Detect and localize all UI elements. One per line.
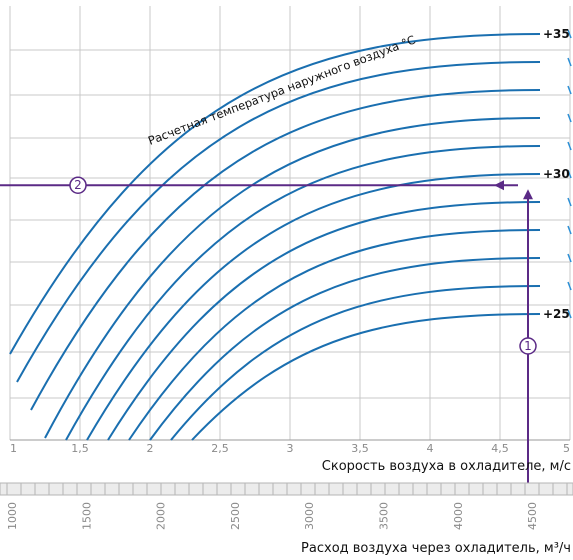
x2-tick-label: 4000 bbox=[452, 502, 465, 530]
x2-tick-label: 1000 bbox=[6, 502, 19, 530]
right-tick-mark bbox=[567, 113, 572, 123]
example: 12 bbox=[0, 176, 537, 490]
x2-tick-label: 3000 bbox=[303, 502, 316, 530]
marker-1-label: 1 bbox=[524, 339, 532, 353]
curve-line bbox=[65, 145, 541, 441]
x-tick-label: 3,5 bbox=[351, 442, 369, 455]
x-ticks: 1 1,5 2 2,5 3 3,5 4 4,5 5 bbox=[10, 442, 570, 455]
curve-label: +35 bbox=[543, 27, 570, 41]
curves bbox=[9, 33, 541, 441]
right-tick-mark bbox=[567, 141, 572, 151]
x2-tick-label: 3500 bbox=[378, 502, 391, 530]
curve-line bbox=[9, 33, 541, 355]
x2-axis-title: Расход воздуха через охладитель, м³/ч bbox=[301, 541, 571, 556]
x-tick-label: 1 bbox=[10, 442, 17, 455]
curve-line bbox=[191, 313, 541, 441]
x-tick-label: 5 bbox=[563, 442, 570, 455]
x-tick-label: 4,5 bbox=[491, 442, 509, 455]
example-arrow-up bbox=[523, 189, 533, 200]
marker-1-circle bbox=[519, 337, 537, 355]
x2-tick-label: 1500 bbox=[80, 502, 93, 530]
x2-ticks: 1000 1500 2000 2500 3000 3500 4000 4500 bbox=[6, 502, 539, 530]
curve-label: +25 bbox=[543, 307, 570, 321]
marker-2-circle bbox=[69, 176, 87, 194]
right-tick-mark bbox=[567, 85, 572, 95]
x2-tick-label: 2000 bbox=[155, 502, 168, 530]
right-tick-mark bbox=[567, 309, 572, 319]
right-tick-mark bbox=[567, 253, 572, 263]
right-tick-mark bbox=[567, 197, 572, 207]
marker-2-label: 2 bbox=[74, 178, 82, 192]
right-tick-mark bbox=[567, 57, 572, 67]
curve-line bbox=[149, 257, 541, 441]
example-arrow-left bbox=[494, 180, 504, 191]
curve-line bbox=[16, 61, 541, 383]
curve-labels: +35 +30 +25 bbox=[543, 27, 570, 321]
right-tick-mark bbox=[567, 169, 572, 179]
curve-line bbox=[86, 173, 541, 441]
x-tick-label: 4 bbox=[427, 442, 434, 455]
right-tick-mark bbox=[567, 225, 572, 235]
x-tick-label: 3 bbox=[287, 442, 294, 455]
ruler bbox=[0, 482, 573, 496]
curve-line bbox=[44, 117, 541, 439]
right-tick-mark bbox=[567, 281, 572, 291]
curve-line bbox=[170, 285, 541, 441]
right-tick-mark bbox=[567, 29, 572, 39]
curve-label: +30 bbox=[543, 167, 570, 181]
x-tick-label: 2,5 bbox=[211, 442, 229, 455]
x-tick-label: 2 bbox=[147, 442, 154, 455]
curve-line bbox=[30, 89, 541, 411]
curve-line bbox=[107, 201, 541, 441]
x2-tick-label: 2500 bbox=[229, 502, 242, 530]
x-tick-label: 1,5 bbox=[71, 442, 89, 455]
x2-tick-label: 4500 bbox=[526, 502, 539, 530]
curve-line bbox=[128, 229, 541, 441]
right-ticks bbox=[567, 29, 572, 319]
x-axis-title: Скорость воздуха в охладителе, м/с bbox=[322, 459, 571, 474]
